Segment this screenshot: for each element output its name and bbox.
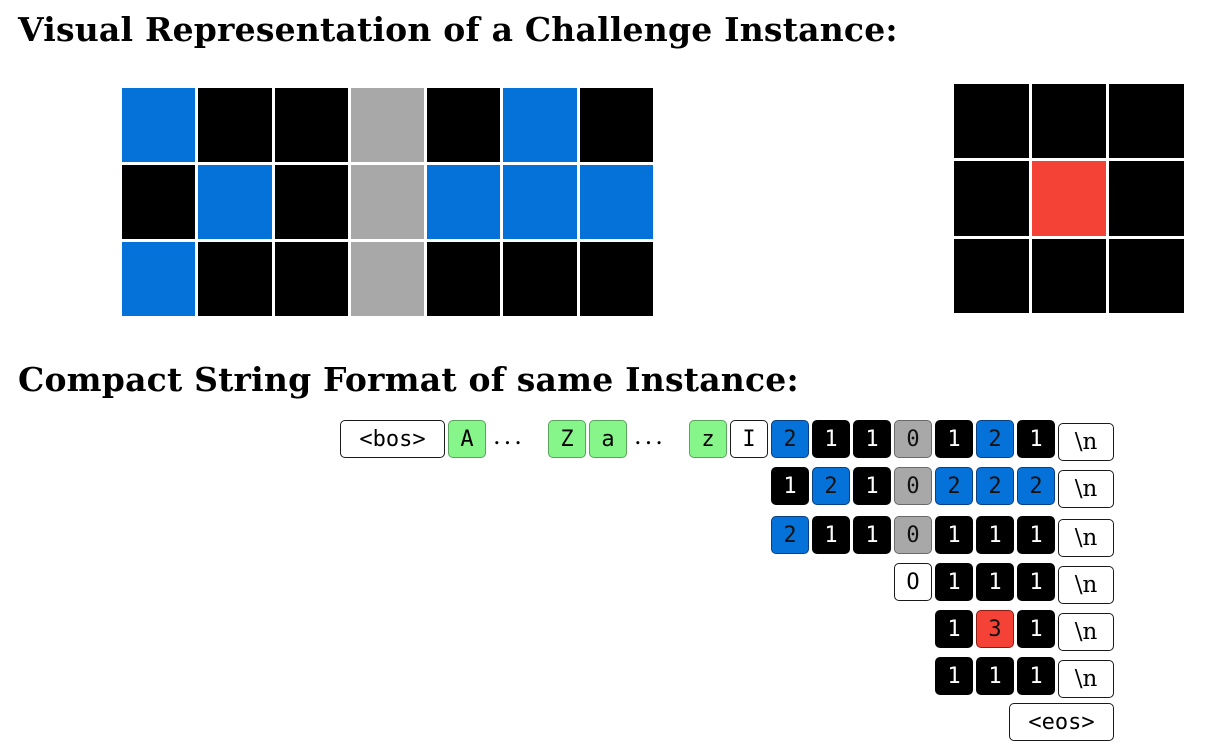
input-grid-cell-r0-c0 — [122, 88, 196, 162]
input-grid-cell-r1-c5 — [503, 165, 577, 239]
token-blue: 2 — [771, 516, 809, 554]
compact-string-heading: Compact String Format of same Instance: — [18, 360, 799, 399]
token-black: 1 — [853, 467, 891, 505]
output-grid-cell-r0-c2 — [1109, 84, 1184, 159]
newline-token: \n — [1058, 423, 1114, 461]
input-grid-cell-r2-c3 — [350, 242, 425, 316]
input-grid-cell-r2-c1 — [198, 242, 272, 316]
token-gray: 0 — [894, 516, 932, 554]
input-grid-cell-r1-c1 — [198, 165, 272, 239]
token-black: 1 — [935, 420, 973, 458]
input-grid — [122, 88, 653, 316]
input-grid-cell-r0-c5 — [503, 88, 577, 162]
input-grid-cell-r0-c6 — [579, 88, 653, 162]
input-grid-cell-r0-c3 — [350, 88, 425, 162]
token-black: 1 — [935, 563, 973, 601]
output-grid-cell-r0-c1 — [1031, 84, 1107, 159]
special-token: <eos> — [1009, 703, 1114, 741]
token-black: 1 — [1017, 516, 1055, 554]
special-token: <bos> — [340, 420, 445, 458]
token-black: 1 — [935, 610, 973, 648]
newline-token: \n — [1058, 566, 1114, 604]
token-black: 1 — [812, 420, 850, 458]
input-grid-cell-r1-c6 — [579, 165, 653, 239]
output-grid-cell-r1-c1 — [1031, 161, 1107, 236]
token-black: 1 — [853, 516, 891, 554]
output-grid-cell-r0-c0 — [954, 84, 1029, 159]
ellipsis: ... — [493, 422, 525, 450]
token-blue: 2 — [976, 467, 1014, 505]
newline-token: \n — [1058, 519, 1114, 557]
visual-representation-heading: Visual Representation of a Challenge Ins… — [18, 10, 898, 49]
token-blue: 2 — [771, 420, 809, 458]
token-black: 1 — [853, 420, 891, 458]
token-red: 3 — [976, 610, 1014, 648]
output-grid-cell-r2-c0 — [954, 238, 1029, 313]
token-gray: 0 — [894, 420, 932, 458]
token-black: 1 — [1017, 657, 1055, 695]
input-grid-cell-r0-c1 — [198, 88, 272, 162]
token-black: 1 — [976, 657, 1014, 695]
token-black: 1 — [1017, 610, 1055, 648]
token-black: 1 — [935, 516, 973, 554]
ellipsis: ... — [634, 422, 666, 450]
input-grid-cell-r1-c2 — [274, 165, 348, 239]
token-black: 1 — [976, 516, 1014, 554]
token-green: A — [448, 420, 486, 458]
token-green: a — [589, 420, 627, 458]
token-white: I — [730, 420, 768, 458]
token-gray: 0 — [894, 467, 932, 505]
token-white: O — [894, 563, 932, 601]
output-grid-cell-r2-c2 — [1109, 238, 1184, 313]
token-blue: 2 — [1017, 467, 1055, 505]
token-black: 1 — [812, 516, 850, 554]
token-blue: 2 — [812, 467, 850, 505]
newline-token: \n — [1058, 470, 1114, 508]
input-grid-cell-r2-c4 — [427, 242, 501, 316]
input-grid-cell-r2-c2 — [274, 242, 348, 316]
token-black: 1 — [976, 563, 1014, 601]
output-grid-cell-r1-c2 — [1109, 161, 1184, 236]
newline-token: \n — [1058, 660, 1114, 698]
newline-token: \n — [1058, 613, 1114, 651]
input-grid-cell-r1-c0 — [122, 165, 196, 239]
input-grid-cell-r0-c2 — [274, 88, 348, 162]
token-green: Z — [548, 420, 586, 458]
output-grid-cell-r2-c1 — [1031, 238, 1107, 313]
input-grid-cell-r1-c4 — [427, 165, 501, 239]
token-black: 1 — [1017, 420, 1055, 458]
token-green: z — [689, 420, 727, 458]
token-black: 1 — [771, 467, 809, 505]
output-grid — [954, 84, 1184, 313]
output-grid-cell-r1-c0 — [954, 161, 1029, 236]
token-blue: 2 — [935, 467, 973, 505]
input-grid-cell-r1-c3 — [350, 165, 425, 239]
token-black: 1 — [1017, 563, 1055, 601]
input-grid-cell-r0-c4 — [427, 88, 501, 162]
input-grid-cell-r2-c0 — [122, 242, 196, 316]
token-black: 1 — [935, 657, 973, 695]
input-grid-cell-r2-c5 — [503, 242, 577, 316]
input-grid-cell-r2-c6 — [579, 242, 653, 316]
token-blue: 2 — [976, 420, 1014, 458]
